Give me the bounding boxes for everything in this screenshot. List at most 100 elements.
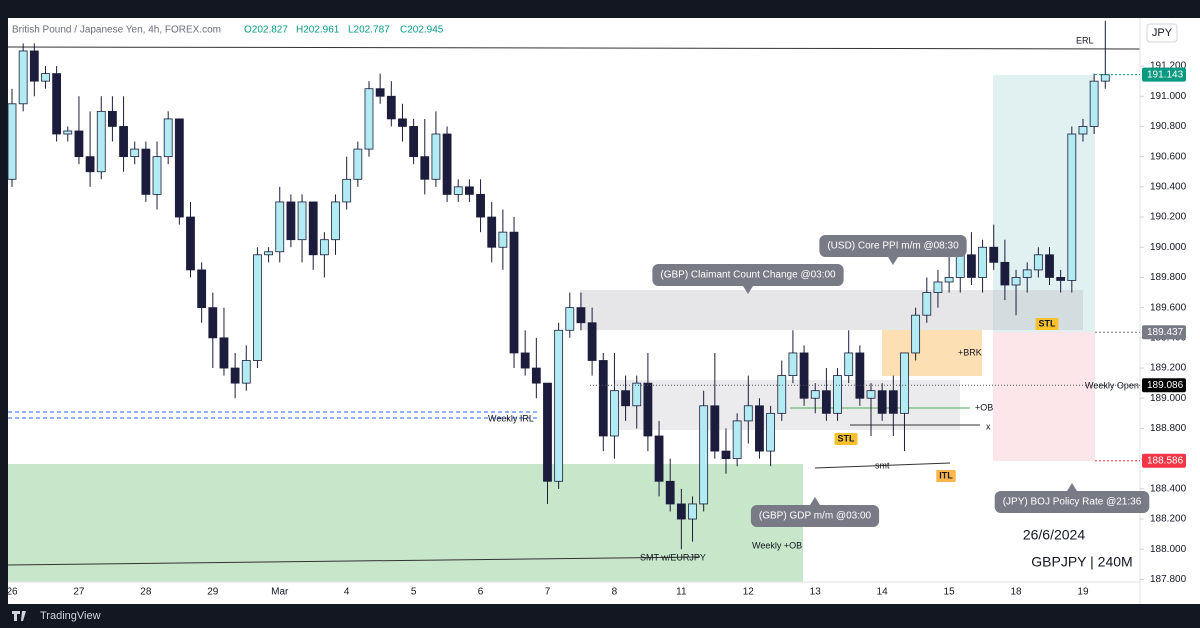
candle-body xyxy=(96,110,106,173)
candle-body xyxy=(576,307,586,324)
event-callout xyxy=(994,491,1150,513)
candle-body xyxy=(989,246,999,263)
candle-body xyxy=(1045,254,1054,278)
callout-pointer xyxy=(1067,483,1077,491)
event-callout xyxy=(819,235,967,257)
callout-pointer xyxy=(888,257,898,265)
x-tick-label: 26 xyxy=(6,587,18,598)
x-tick-label: 7 xyxy=(545,587,551,598)
candle-body xyxy=(665,480,675,505)
candle-body xyxy=(197,269,207,309)
candle-body xyxy=(498,231,508,248)
candle-body xyxy=(286,201,296,241)
price-tag-label: 188.586 xyxy=(1147,455,1184,466)
candle-body xyxy=(866,390,876,399)
y-tick-label: 189.200 xyxy=(1150,363,1187,374)
annotation: x xyxy=(986,421,991,431)
y-tick-label: 189.600 xyxy=(1150,302,1187,313)
price-tag-label: 191.143 xyxy=(1147,69,1184,80)
event-callout-label: (JPY) BOJ Policy Rate @21:36 xyxy=(1003,497,1142,508)
candle-body xyxy=(632,382,642,407)
erl-line xyxy=(7,46,1141,50)
price-tag-label: 189.086 xyxy=(1147,380,1184,391)
event-callout xyxy=(750,505,880,527)
watermark-text: 26/6/2024 xyxy=(1023,527,1085,543)
currency-box[interactable] xyxy=(1146,23,1178,43)
level-tag-label: STL xyxy=(1039,318,1057,328)
candle-body xyxy=(119,126,128,158)
candle-body xyxy=(955,254,965,278)
annotation: SMT w/EURJPY xyxy=(640,552,706,562)
x-tick-label: 15 xyxy=(944,587,956,598)
y-tick-label: 191.000 xyxy=(1150,91,1187,102)
candle-body xyxy=(219,337,229,369)
x-tick-label: 18 xyxy=(1010,587,1022,598)
header-value: O202.827 xyxy=(244,25,288,36)
level-tag xyxy=(936,470,956,482)
header-value: C202.945 xyxy=(400,25,444,36)
candle-body xyxy=(688,503,697,520)
candle-body xyxy=(398,118,407,127)
supply-zone xyxy=(580,290,995,330)
y-tick-label: 190.800 xyxy=(1150,121,1187,132)
candle-body xyxy=(1089,80,1099,127)
candle-body xyxy=(810,390,820,399)
y-tick-label: 189.000 xyxy=(1150,393,1187,404)
candle-body xyxy=(900,352,909,414)
candle-body xyxy=(420,156,430,180)
candle-body xyxy=(1033,254,1043,271)
level-tag-label: STL xyxy=(838,433,856,443)
candle-body xyxy=(487,216,497,248)
candle-body xyxy=(108,110,117,127)
candle-body xyxy=(308,201,318,256)
candle-body xyxy=(297,201,307,241)
candle-body xyxy=(933,281,943,293)
candle-body xyxy=(41,73,50,82)
x-tick-label: Mar xyxy=(271,587,289,598)
candle-body xyxy=(264,251,273,256)
candle-body xyxy=(386,95,396,120)
candle-body xyxy=(877,390,887,414)
brand-logo xyxy=(12,611,26,621)
candle-body xyxy=(29,50,39,82)
candle-body xyxy=(18,50,28,105)
candle-body xyxy=(431,133,441,180)
candle-body xyxy=(152,156,162,195)
candle-body xyxy=(442,133,452,195)
annotation: smt xyxy=(875,460,890,470)
y-tick-label: 190.400 xyxy=(1150,181,1187,192)
x-tick-label: 12 xyxy=(743,587,755,598)
x-tick-label: 8 xyxy=(612,587,618,598)
currency: JPY xyxy=(1152,27,1173,39)
candle-body xyxy=(253,254,262,361)
price-tag-label: 189.437 xyxy=(1147,327,1184,338)
smt-line xyxy=(7,556,701,566)
y-tick-label: 188.400 xyxy=(1150,483,1187,494)
annotation: +OB xyxy=(975,402,993,412)
candle-body xyxy=(509,231,519,354)
candle-body xyxy=(375,88,385,97)
candle-body xyxy=(643,382,653,437)
price-tag xyxy=(1142,378,1186,393)
candle-body xyxy=(85,156,95,173)
candle-body xyxy=(409,126,419,158)
candle-body xyxy=(755,405,764,452)
candle-body xyxy=(844,352,854,376)
candle-body xyxy=(676,503,686,520)
target-zone xyxy=(993,75,1095,332)
candle-body xyxy=(453,186,463,195)
watermark-text: GBPJPY | 240M xyxy=(1031,554,1132,570)
candle-body xyxy=(52,73,62,135)
candle-body xyxy=(833,375,842,414)
stop-zone xyxy=(993,332,1095,461)
candle-body xyxy=(821,390,831,414)
candle-body xyxy=(141,148,151,195)
candle-body xyxy=(1078,126,1088,135)
candle-body xyxy=(476,193,485,218)
candle-body xyxy=(699,405,709,505)
price-tag xyxy=(1142,453,1186,468)
breaker-zone xyxy=(882,330,982,376)
candle-body xyxy=(1022,269,1032,278)
candle-body xyxy=(241,360,251,384)
